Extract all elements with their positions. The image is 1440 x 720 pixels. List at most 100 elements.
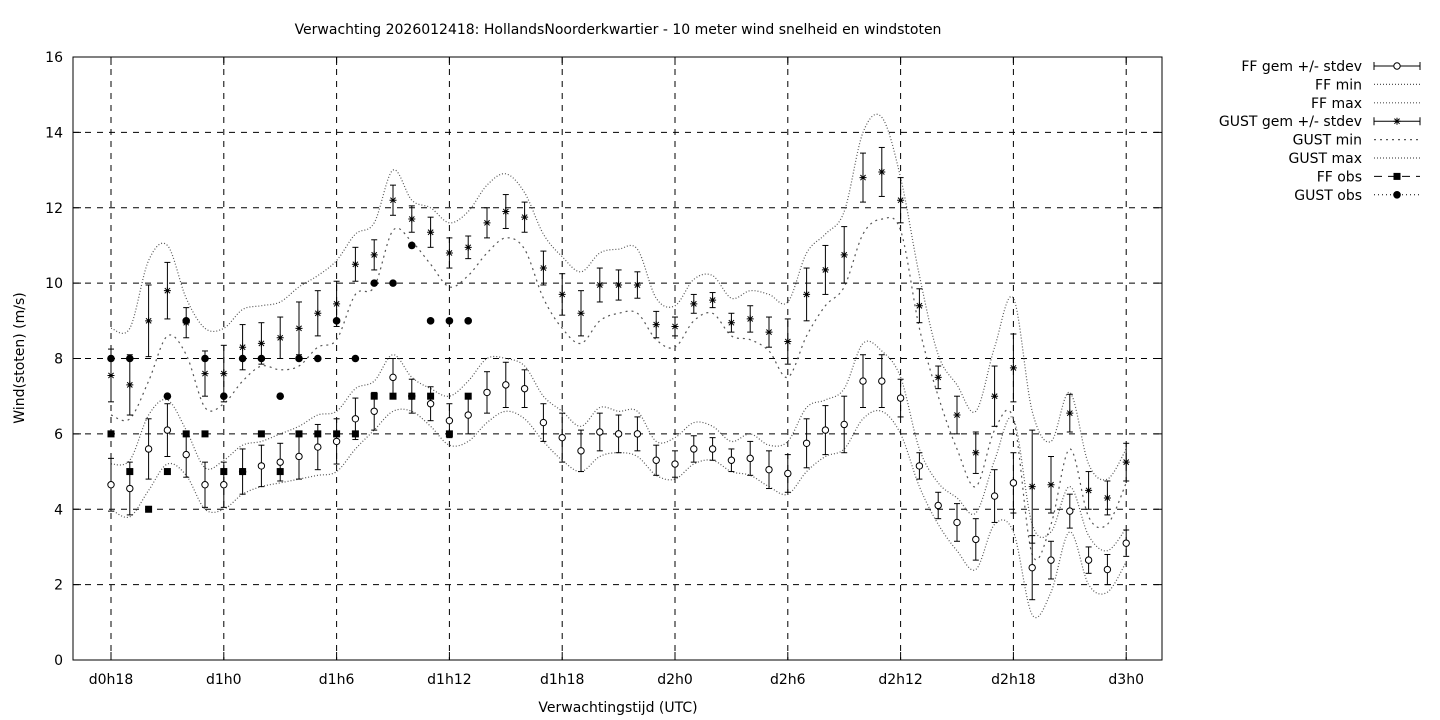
y-tick-label: 12 (45, 201, 63, 217)
ff-obs-point (445, 430, 453, 438)
gust-mean-point (126, 354, 134, 416)
x-tick-label: d2h6 (770, 672, 806, 688)
mean-marker (370, 407, 378, 415)
mean-marker (144, 445, 153, 453)
gust-mean-point (727, 312, 735, 333)
gust-mean-point (295, 301, 303, 356)
mean-marker (671, 322, 679, 330)
y-tick-label: 2 (54, 578, 63, 594)
gust-obs-point (126, 354, 134, 363)
mean-marker (1085, 486, 1093, 494)
mean-marker (690, 300, 698, 308)
mean-marker (257, 462, 266, 470)
mean-marker (671, 460, 679, 468)
y-tick-label: 10 (45, 276, 63, 292)
ff-obs-point (295, 430, 303, 438)
ff-mean-point (502, 361, 510, 408)
gust-mean-point (276, 316, 284, 359)
mean-marker (596, 281, 604, 289)
ff-mean-point (1009, 452, 1018, 514)
gust-obs-point (238, 354, 247, 363)
legend-marker (1393, 172, 1401, 180)
ff-obs-point (220, 468, 228, 476)
grid (73, 57, 1162, 660)
mean-marker (746, 315, 754, 323)
legend-label: GUST obs (1294, 188, 1362, 204)
mean-marker (633, 281, 641, 289)
ff-mean-point (934, 491, 942, 520)
mean-marker (690, 445, 698, 453)
y-tick-label: 14 (45, 125, 63, 141)
gust-mean-point (840, 226, 848, 284)
mean-marker (464, 243, 472, 251)
mean-marker (972, 449, 980, 457)
mean-marker (934, 373, 942, 381)
legend-entry: GUST min (1293, 133, 1420, 149)
ff-mean-point (990, 469, 999, 523)
mean-marker (276, 458, 284, 466)
mean-marker (840, 251, 848, 259)
legend-entry: FF gem +/- stdev (1241, 59, 1421, 75)
mean-marker (539, 418, 548, 427)
gust-obs-point (220, 392, 228, 400)
legend-label: FF min (1315, 77, 1362, 93)
gust-mean-point (427, 216, 435, 248)
ff-obs-point (314, 430, 322, 438)
mean-marker (727, 456, 736, 464)
legend-label: FF gem +/- stdev (1241, 59, 1362, 75)
mean-marker (784, 469, 792, 478)
gust-mean-point (314, 290, 322, 337)
gust-mean-point (972, 431, 980, 474)
ff-mean-point (1066, 493, 1074, 529)
ff-mean-point (107, 457, 115, 512)
gust-mean-point (878, 146, 886, 197)
gust-mean-point (765, 316, 773, 348)
ff-mean-point (257, 444, 266, 488)
gust-mean-point (596, 267, 604, 303)
mean-marker (370, 251, 378, 259)
y-axis-label: Wind(stoten) (m/s) (12, 292, 28, 423)
mean-marker (991, 392, 999, 400)
gust-obs-point (389, 279, 397, 287)
gust-mean-point (145, 284, 153, 358)
mean-marker (953, 518, 961, 527)
x-axis-label: Verwachtingstijd (UTC) (538, 700, 697, 716)
ff-mean-point (1103, 553, 1112, 586)
gust-mean-point (464, 235, 472, 260)
ff-mean-point (464, 395, 472, 435)
mean-marker (389, 373, 397, 382)
mean-marker (577, 447, 585, 455)
mean-marker (558, 290, 566, 298)
mean-marker (107, 371, 115, 379)
ff-mean-point (539, 403, 548, 442)
gust-obs-point (464, 317, 473, 325)
ff-mean-point (1047, 540, 1055, 580)
x-axis-ticks: d0h18 d1h0 d1h6 d1h12 d1h18 d2h0 d2h6 d2h12 d2h1… (89, 57, 1144, 688)
gust-mean-point (1103, 480, 1111, 516)
mean-marker (972, 535, 980, 544)
mean-marker (201, 481, 209, 489)
ff-mean-point (727, 448, 736, 473)
legend-label: FF max (1311, 96, 1362, 112)
y-tick-label: 8 (54, 352, 63, 368)
gust-obs-point (408, 241, 416, 250)
ff-obs-point (257, 430, 265, 438)
mean-marker (1084, 556, 1093, 564)
mean-marker (276, 334, 284, 342)
ff-mean-point (915, 452, 924, 480)
ff-mean-point (784, 454, 792, 493)
mean-marker (1066, 507, 1074, 515)
mean-marker (1009, 364, 1017, 372)
mean-marker (107, 481, 115, 489)
mean-marker (1122, 539, 1130, 547)
mean-marker (539, 264, 547, 272)
mean-marker (1028, 563, 1036, 572)
mean-marker (332, 437, 341, 446)
ff-obs-point (276, 468, 284, 476)
y-tick-label: 4 (54, 502, 63, 518)
mean-marker (596, 428, 604, 436)
x-tick-label: d2h12 (878, 672, 922, 688)
ff-mean-point (896, 378, 905, 418)
mean-marker (859, 377, 867, 385)
